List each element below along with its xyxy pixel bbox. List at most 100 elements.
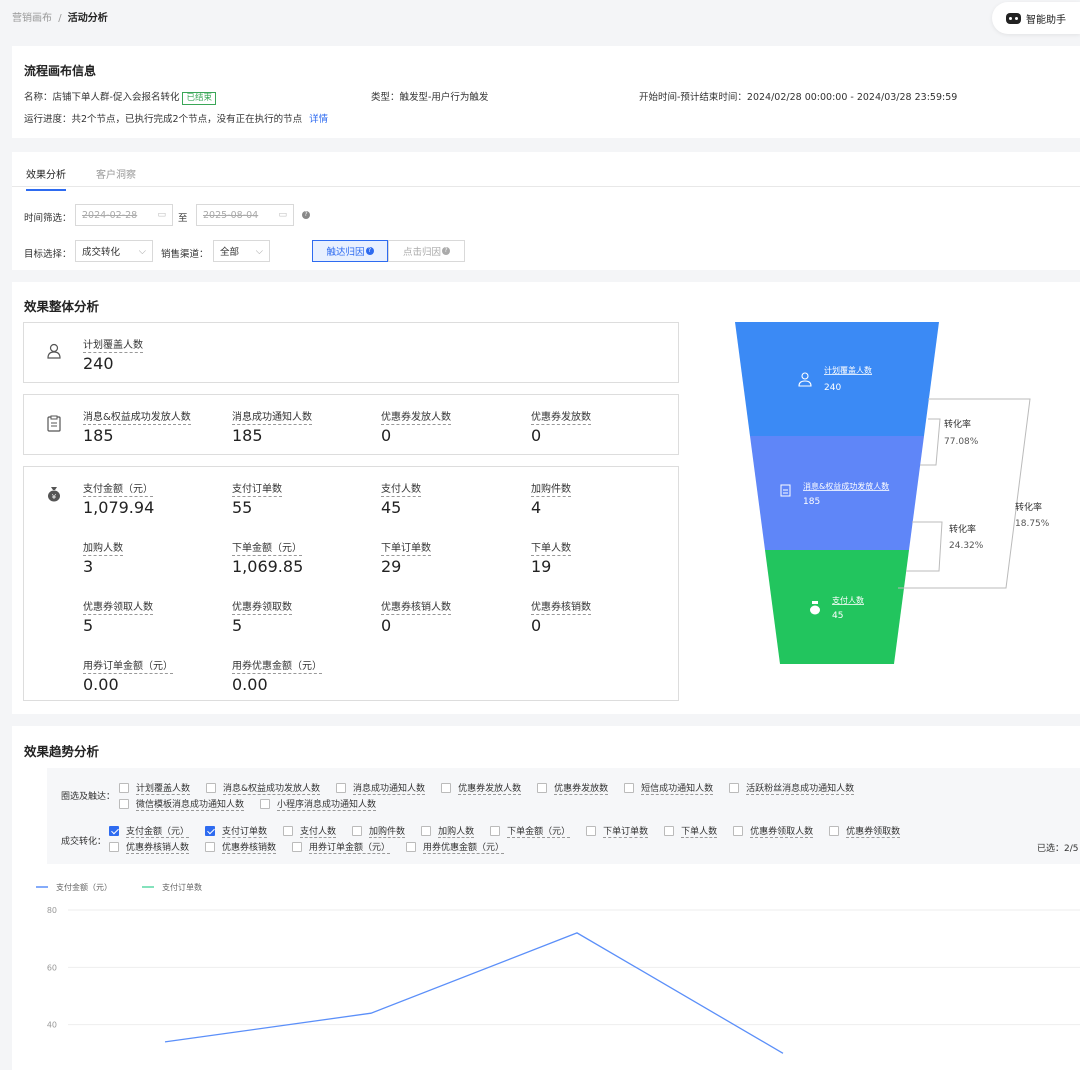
metric-checkbox[interactable]: 消息&权益成功发放人数: [206, 781, 321, 795]
touch-group-label: 圈选及触达：: [61, 792, 116, 802]
checkbox-icon[interactable]: [292, 842, 303, 852]
channel-select[interactable]: 全部 ⌵: [213, 240, 270, 262]
metric-value: 1,069.85: [232, 557, 304, 576]
tab-customer-insight[interactable]: 客户洞察: [96, 170, 136, 181]
checkbox-checked-icon[interactable]: [109, 826, 119, 836]
metric-checkbox[interactable]: 优惠券发放人数: [441, 781, 522, 795]
checkbox-icon[interactable]: [537, 783, 548, 793]
trend-chart: 支付金额（元） 支付订单数 80 60 40: [36, 882, 1080, 1054]
metric-value: 45: [381, 498, 402, 517]
metric-checkbox-label: 用券订单金额（元）: [309, 840, 391, 854]
overall-title: 效果整体分析: [24, 299, 100, 314]
click-attribution-label: 点击归因: [402, 247, 441, 258]
checkbox-icon[interactable]: [109, 842, 119, 852]
metric-checkbox-label: 加购件数: [369, 824, 406, 838]
start-date-input[interactable]: 2024-02-28 ▭: [75, 204, 173, 226]
click-attribution-button[interactable]: 点击归因?: [388, 240, 465, 262]
touch-attribution-button[interactable]: 触达归因?: [312, 240, 388, 262]
checkbox-icon[interactable]: [352, 826, 363, 836]
metric-checkbox[interactable]: 活跃粉丝消息成功通知人数: [729, 781, 855, 795]
conv-label-1: 转化率: [944, 418, 971, 430]
user-icon: [798, 372, 812, 387]
canvas-name: 名称：店铺下单人群-促入会报名转化 已结束: [24, 89, 216, 105]
metric-checkbox-label: 短信成功通知人数: [641, 781, 714, 795]
metric-checkbox-label: 计划覆盖人数: [136, 781, 191, 795]
metric-label: 优惠券领取数: [232, 598, 292, 615]
canvas-info-title: 流程画布信息: [24, 64, 97, 78]
checkbox-icon[interactable]: [283, 826, 294, 836]
metric-checkbox[interactable]: 加购件数: [352, 824, 406, 838]
metric-checkbox-label: 支付订单数: [222, 824, 268, 838]
checkbox-icon[interactable]: [119, 783, 129, 793]
metric-checkbox[interactable]: 下单订单数: [586, 824, 649, 838]
metric-checkbox-label: 优惠券发放人数: [458, 781, 522, 795]
breadcrumb-parent[interactable]: 营销画布: [12, 13, 52, 24]
user-icon: [47, 343, 61, 359]
metric-checkbox[interactable]: 消息成功通知人数: [336, 781, 426, 795]
checkbox-icon[interactable]: [586, 826, 597, 836]
checkbox-icon[interactable]: [441, 783, 452, 793]
checkbox-icon[interactable]: [733, 826, 744, 836]
canvas-progress: 运行进度：共2个节点，已执行完成2个节点，没有正在执行的节点 详情: [24, 111, 328, 125]
metric-checkbox-label: 优惠券领取人数: [750, 824, 814, 838]
metric-label: 计划覆盖人数: [83, 336, 143, 353]
end-date-input[interactable]: 2025-08-04 ▭: [196, 204, 294, 226]
checkbox-icon[interactable]: [205, 842, 216, 852]
checkbox-icon[interactable]: [829, 826, 840, 836]
metric-checkbox[interactable]: 下单金额（元）: [490, 824, 571, 838]
checkbox-icon[interactable]: [729, 783, 740, 793]
metric-checkbox-label: 消息成功通知人数: [353, 781, 426, 795]
metric-checkbox[interactable]: 微信模板消息成功通知人数: [119, 797, 245, 811]
checkbox-checked-icon[interactable]: [205, 826, 216, 836]
series-line: [164, 932, 784, 1054]
metric-label: 加购人数: [83, 539, 123, 556]
metric-checkbox[interactable]: 优惠券发放数: [537, 781, 609, 795]
svg-text:¥: ¥: [52, 493, 57, 501]
metric-value: 5: [83, 616, 94, 635]
metric-checkbox[interactable]: 优惠券领取人数: [733, 824, 814, 838]
send-box: 消息&权益成功发放人数 185 消息成功通知人数 185 优惠券发放人数 0 优惠券发放数 0: [23, 394, 679, 455]
metric-checkbox-label: 优惠券核销人数: [126, 840, 190, 854]
metric-checkbox[interactable]: 优惠券核销人数: [109, 840, 190, 854]
metric-checkbox[interactable]: 下单人数: [664, 824, 718, 838]
assistant-button[interactable]: 智能助手: [992, 2, 1080, 34]
checkbox-icon[interactable]: [406, 842, 417, 852]
metric-checkbox[interactable]: 用券优惠金额（元）: [406, 840, 505, 854]
metric-checkbox[interactable]: 支付人数: [283, 824, 337, 838]
target-label: 目标选择：: [24, 249, 72, 260]
metric-checkbox[interactable]: 支付订单数: [205, 824, 268, 838]
metric-label: 优惠券发放数: [531, 408, 591, 425]
checkbox-icon[interactable]: [490, 826, 501, 836]
metric-label: 用券优惠金额（元）: [232, 657, 322, 674]
checkbox-icon[interactable]: [421, 826, 432, 836]
tab-effect-analysis[interactable]: 效果分析: [26, 166, 66, 191]
checkbox-icon[interactable]: [664, 826, 675, 836]
metric-checkbox[interactable]: 计划覆盖人数: [119, 781, 191, 795]
checkbox-icon[interactable]: [260, 799, 271, 809]
metric-value: 3: [83, 557, 94, 576]
checkbox-icon[interactable]: [336, 783, 347, 793]
metric-label: 优惠券核销数: [531, 598, 591, 615]
target-select[interactable]: 成交转化 ⌵: [75, 240, 153, 262]
checkbox-icon[interactable]: [119, 799, 129, 809]
detail-link[interactable]: 详情: [309, 114, 329, 125]
conv-metric-row: 优惠券核销人数 优惠券核销数 用券订单金额（元） 用券优惠金额（元）: [109, 840, 520, 854]
metric-checkbox[interactable]: 短信成功通知人数: [624, 781, 714, 795]
metric-label: 下单订单数: [381, 539, 431, 556]
checkbox-icon[interactable]: [624, 783, 635, 793]
metric-checkbox-label: 优惠券核销数: [222, 840, 277, 854]
help-icon[interactable]: ?: [302, 211, 310, 219]
conversion-connector-total: [898, 398, 1031, 589]
clipboard-icon: [47, 415, 61, 432]
chart-grid: 80 60 40: [47, 906, 1080, 1030]
checkbox-icon[interactable]: [206, 783, 217, 793]
metric-checkbox[interactable]: 优惠券核销数: [205, 840, 277, 854]
metric-checkbox[interactable]: 支付金额（元）: [109, 824, 190, 838]
metric-checkbox[interactable]: 小程序消息成功通知人数: [260, 797, 377, 811]
canvas-info-card: 流程画布信息 名称：店铺下单人群-促入会报名转化 已结束 类型：触发型-用户行为触…: [12, 46, 1080, 138]
metric-checkbox[interactable]: 用券订单金额（元）: [292, 840, 391, 854]
chart-legend: 支付金额（元） 支付订单数: [36, 882, 202, 892]
metric-checkbox[interactable]: 优惠券领取数: [829, 824, 901, 838]
metric-checkbox[interactable]: 加购人数: [421, 824, 475, 838]
conv-label-2: 转化率: [949, 523, 976, 535]
